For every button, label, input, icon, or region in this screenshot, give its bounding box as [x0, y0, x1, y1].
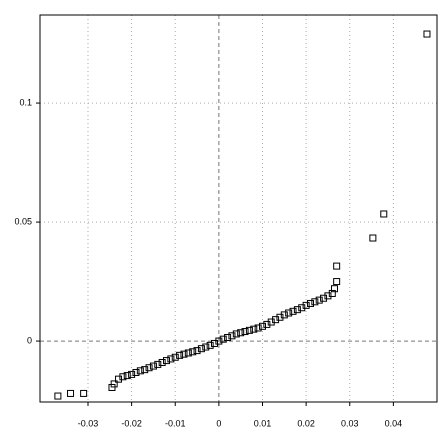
point: [132, 368, 140, 376]
point: [108, 383, 116, 391]
point: [167, 355, 175, 363]
point: [306, 299, 314, 307]
point: [54, 392, 62, 400]
point: [311, 298, 319, 306]
x-tick-label: -0.03: [78, 418, 99, 428]
point: [237, 329, 245, 337]
point: [211, 339, 219, 347]
x-tick-label: 0.02: [297, 418, 315, 428]
point: [276, 313, 284, 321]
point: [202, 343, 210, 351]
point: [228, 332, 236, 340]
point: [219, 335, 227, 343]
point: [285, 309, 293, 317]
point: [380, 210, 388, 218]
point: [110, 380, 118, 388]
point: [302, 301, 310, 309]
point: [369, 234, 377, 242]
point: [136, 367, 144, 375]
point: [250, 325, 258, 333]
x-tick-label: 0.01: [254, 418, 272, 428]
point: [206, 341, 214, 349]
point: [330, 285, 338, 293]
point: [232, 330, 240, 338]
point: [333, 278, 341, 286]
point: [154, 360, 162, 368]
point: [184, 349, 192, 357]
point: [115, 375, 123, 383]
point: [241, 328, 249, 336]
x-tick-label: -0.02: [121, 418, 142, 428]
point: [320, 294, 328, 302]
point: [80, 389, 88, 397]
point: [328, 289, 336, 297]
point: [145, 364, 153, 372]
point: [123, 372, 131, 380]
point: [289, 307, 297, 315]
point: [224, 334, 232, 341]
x-tick-label: 0.03: [341, 418, 359, 428]
y-tick-label: 0: [27, 335, 32, 345]
point: [180, 350, 188, 358]
point: [423, 30, 431, 38]
x-tick-label: 0.04: [385, 418, 403, 428]
point: [163, 357, 171, 365]
point: [254, 324, 262, 332]
point: [215, 337, 223, 345]
point: [119, 373, 127, 381]
plot-frame: [39, 14, 438, 403]
point: [149, 362, 157, 370]
point: [193, 347, 201, 355]
point: [128, 370, 136, 378]
y-tick-label: 0.05: [14, 216, 32, 226]
point: [158, 358, 166, 366]
point: [272, 316, 280, 324]
point: [176, 351, 184, 359]
point: [315, 296, 323, 304]
point: [141, 366, 149, 374]
x-tick-label: -0.01: [165, 418, 186, 428]
point: [67, 389, 75, 397]
point: [171, 353, 179, 361]
point: [333, 262, 341, 270]
x-tick-label: 0: [216, 418, 221, 428]
point: [263, 320, 271, 328]
point: [245, 326, 253, 334]
point: [267, 318, 275, 326]
y-tick-label: 0.1: [19, 97, 32, 107]
point: [197, 345, 205, 353]
point: [298, 304, 306, 312]
point: [189, 348, 197, 356]
point: [280, 311, 288, 319]
point: [324, 292, 332, 300]
point: [293, 306, 301, 314]
point: [258, 322, 266, 330]
